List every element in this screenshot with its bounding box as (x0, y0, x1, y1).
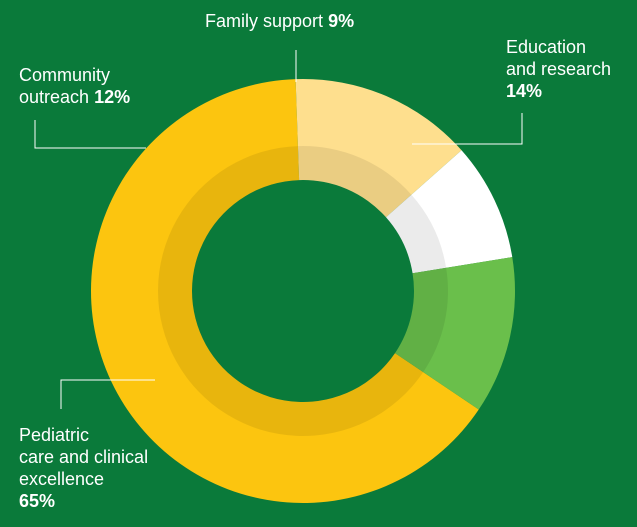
label-family-text: Family support (205, 11, 324, 31)
slice-family-support-inner-ring (386, 194, 447, 274)
label-education-line2: and research (506, 59, 612, 79)
label-family-percent: 9% (328, 11, 355, 31)
label-community-line2: outreach (19, 87, 90, 107)
label-education-percent: 14% (506, 81, 543, 101)
label-family-support: Family support 9% (205, 10, 354, 32)
label-community-percent: 12% (94, 87, 131, 107)
label-pediatric-line2: care and clinical (19, 447, 149, 467)
label-community-line2-wrap: outreach 12% (19, 86, 130, 108)
slice-community-outreach (395, 257, 515, 410)
label-education-research: Education and research 14% (506, 36, 611, 102)
label-pediatric-care: Pediatric care and clinical excellence 6… (19, 424, 148, 512)
leader-line-education (412, 113, 523, 145)
slice-family-support (386, 150, 513, 274)
slice-education-research-inner-ring (297, 146, 412, 218)
slice-community-outreach-inner-ring (395, 267, 448, 373)
slice-education-research (295, 79, 462, 218)
label-pediatric-line3: excellence (19, 469, 105, 489)
label-education-line1: Education (506, 37, 587, 57)
leader-line-pediatric (60, 379, 155, 409)
donut-slices (91, 79, 515, 503)
leader-line-community (34, 120, 146, 149)
label-pediatric-percent: 65% (19, 491, 56, 511)
leader-lines (34, 50, 523, 409)
label-community-line1: Community (19, 65, 111, 85)
label-community-outreach: Community outreach 12% (19, 64, 130, 108)
label-pediatric-line1: Pediatric (19, 425, 90, 445)
slice-pediatric-care (91, 79, 479, 503)
